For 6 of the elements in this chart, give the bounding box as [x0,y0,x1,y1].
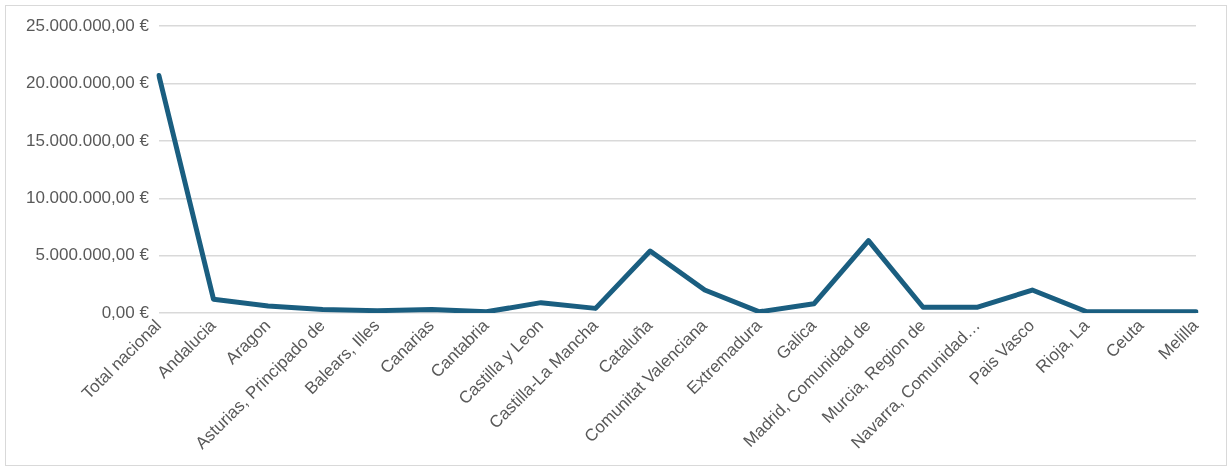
y-tick-label: 5.000.000,00 € [35,245,150,265]
y-tick-label: 15.000.000,00 € [25,130,150,150]
y-tick-label: 25.000.000,00 € [25,15,150,35]
y-tick-label: 20.000.000,00 € [25,73,150,93]
y-tick-label: 0,00 € [101,302,150,322]
y-tick-label: 10.000.000,00 € [25,187,150,207]
